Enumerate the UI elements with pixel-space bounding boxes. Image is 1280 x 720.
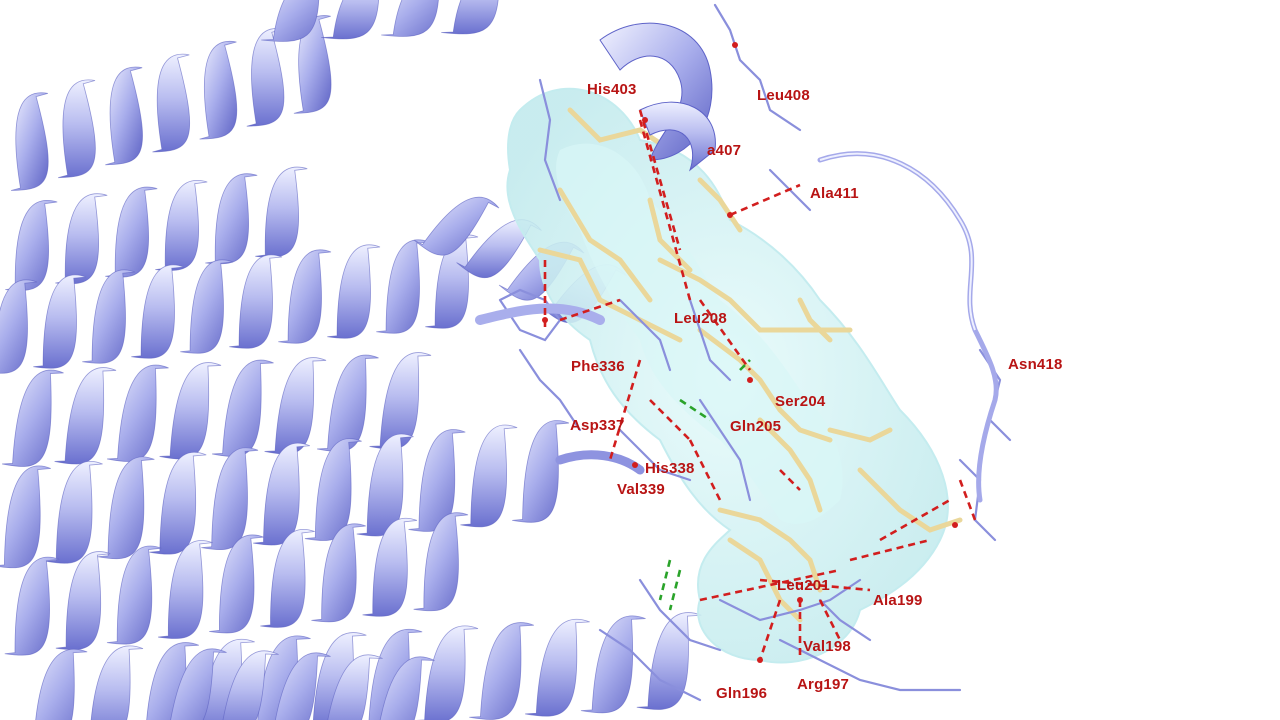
residue-label-val198: Val198	[803, 638, 851, 655]
binding-pocket-surface	[506, 87, 949, 664]
residue-label-his338: His338	[645, 460, 695, 477]
residue-sticks	[498, 3, 1012, 702]
residue-label-his403: His403	[587, 81, 637, 98]
residue-label-gln196: Gln196	[716, 685, 768, 702]
residue-label-arg197: Arg197	[797, 676, 850, 693]
residue-label-asn418: Asn418	[1008, 356, 1063, 373]
residue-label-leu201: Leu201	[777, 577, 830, 594]
residue-label-ser204: Ser204	[775, 393, 826, 410]
protein-helix-group	[0, 0, 702, 720]
residue-label-phe336: Phe336	[571, 358, 625, 375]
ligand-sticks	[537, 107, 963, 623]
residue-label-ala411: Ala411	[810, 185, 859, 202]
residue-label-asp337: Asp337	[570, 417, 625, 434]
residue-label-leu208: Leu208	[674, 310, 727, 327]
residue-label-gln205: Gln205	[730, 418, 782, 435]
residue-label-val339: Val339	[617, 481, 665, 498]
residue-label-ala199: Ala199	[873, 592, 923, 609]
foreground-ribbons	[475, 22, 999, 503]
residue-label-a407: a407	[707, 142, 742, 159]
residue-label-leu408: Leu408	[757, 87, 810, 104]
hydrogen-bonds	[542, 42, 977, 663]
